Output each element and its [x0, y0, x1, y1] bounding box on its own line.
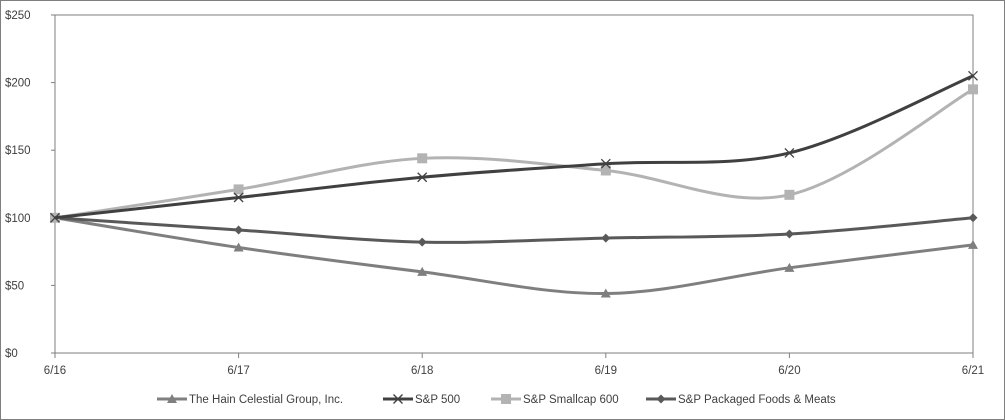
x-marker-stroke — [600, 158, 611, 169]
data-point — [601, 233, 611, 243]
x-marker-stroke — [393, 394, 403, 404]
series-s-p-packaged-foods-meats — [50, 213, 978, 247]
legend-marker — [501, 394, 511, 404]
y-tick-label: $150 — [5, 145, 31, 157]
data-point — [233, 242, 244, 252]
legend-marker — [393, 394, 403, 404]
series-line — [54, 216, 974, 244]
x-marker-stroke — [50, 212, 60, 223]
data-point — [417, 266, 428, 276]
x-tick-label: 6/20 — [778, 365, 800, 377]
data-point — [417, 153, 428, 164]
y-tick-label: $250 — [5, 10, 31, 22]
chart-legend: The Hain Celestial Group, Inc. S&P 500 S&P… — [157, 394, 836, 406]
data-point — [784, 189, 795, 200]
y-tick-label: $50 — [5, 280, 24, 292]
x-marker-stroke — [233, 192, 244, 203]
data-point — [50, 212, 60, 223]
data-point — [417, 237, 427, 247]
y-tick-label: $100 — [5, 213, 31, 225]
x-marker-stroke — [968, 70, 978, 81]
y-tick-label: $0 — [5, 348, 18, 360]
x-tick-label: 6/19 — [595, 365, 617, 377]
data-point — [784, 229, 794, 239]
data-point — [784, 262, 795, 272]
series-layer — [50, 70, 978, 298]
plot-area — [54, 14, 974, 354]
y-tick-label: $200 — [5, 78, 31, 90]
x-tick-label: 6/18 — [411, 365, 433, 377]
legend-label: S&P Smallcap 600 — [523, 394, 619, 406]
data-point — [968, 70, 978, 81]
x-tick-label: 6/16 — [44, 365, 66, 377]
data-point — [600, 165, 611, 176]
legend-label: The Hain Celestial Group, Inc. — [189, 394, 343, 406]
series-line — [54, 74, 974, 220]
data-point — [784, 147, 795, 158]
legend-marker — [656, 394, 666, 404]
legend-label: S&P Packaged Foods & Meats — [678, 394, 836, 406]
data-point — [968, 84, 978, 95]
legend-item: S&P Packaged Foods & Meats — [646, 394, 836, 406]
data-point — [234, 225, 244, 235]
legend-item: The Hain Celestial Group, Inc. — [157, 394, 343, 406]
data-point — [600, 158, 611, 169]
x-marker-stroke — [784, 147, 795, 158]
data-point — [968, 213, 978, 223]
series-line — [54, 216, 974, 296]
data-point — [233, 192, 244, 203]
series-line — [54, 88, 974, 220]
x-tick-label: 6/21 — [962, 365, 984, 377]
x-tick-label: 6/17 — [227, 365, 249, 377]
data-point — [600, 288, 611, 298]
chart-axes: $0 $50 $100 $150 $200 $250 6/16 6/17 6/18 6/19 6/2… — [5, 10, 984, 377]
data-point — [968, 239, 978, 249]
series-s-p-500 — [50, 70, 978, 223]
legend-marker — [167, 394, 177, 403]
legend-item: S&P Smallcap 600 — [491, 394, 619, 406]
x-marker-stroke — [417, 172, 428, 183]
data-point — [233, 184, 244, 195]
legend-label: S&P 500 — [415, 394, 460, 406]
data-point — [417, 172, 428, 183]
legend-item: S&P 500 — [383, 394, 460, 406]
